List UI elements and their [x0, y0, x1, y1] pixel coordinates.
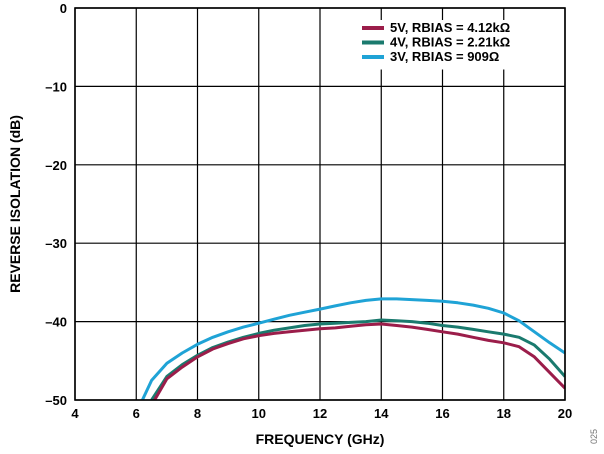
plot-frame — [74, 7, 566, 401]
y-tick-label: –50 — [45, 393, 67, 408]
y-tick-label: –20 — [45, 158, 67, 173]
x-tick-label: 8 — [194, 406, 201, 421]
y-tick-label: –30 — [45, 236, 67, 251]
figure-number: 025 — [589, 429, 599, 444]
x-tick-label: 4 — [71, 406, 79, 421]
legend-background — [356, 20, 556, 70]
y-tick-label: –40 — [45, 315, 67, 330]
series-line-2 — [150, 318, 565, 400]
legend-label: 5V, RBIAS = 4.12kΩ — [390, 20, 510, 35]
grid-lines — [74, 7, 566, 401]
x-tick-labels: 4 6 8 10 12 14 16 18 20 — [71, 406, 572, 421]
x-tick-label: 12 — [313, 406, 327, 421]
y-tick-labels: 0 –10 –20 –30 –40 –50 — [45, 1, 67, 408]
series-line-1 — [153, 322, 565, 400]
y-axis-title: REVERSE ISOLATION (dB) — [7, 115, 23, 293]
x-tick-label: 20 — [558, 406, 572, 421]
legend-label: 4V, RBIAS = 2.21kΩ — [390, 35, 510, 50]
x-tick-label: 14 — [374, 406, 389, 421]
y-tick-label: –10 — [45, 79, 67, 94]
series-line-3 — [141, 297, 565, 400]
x-tick-label: 10 — [252, 406, 266, 421]
x-axis-title: FREQUENCY (GHz) — [256, 431, 385, 447]
x-tick-label: 18 — [497, 406, 511, 421]
y-tick-label: 0 — [60, 1, 67, 16]
x-tick-label: 16 — [435, 406, 449, 421]
series-curves — [141, 297, 565, 400]
legend-label: 3V, RBIAS = 909Ω — [390, 49, 499, 64]
x-tick-label: 6 — [133, 406, 140, 421]
